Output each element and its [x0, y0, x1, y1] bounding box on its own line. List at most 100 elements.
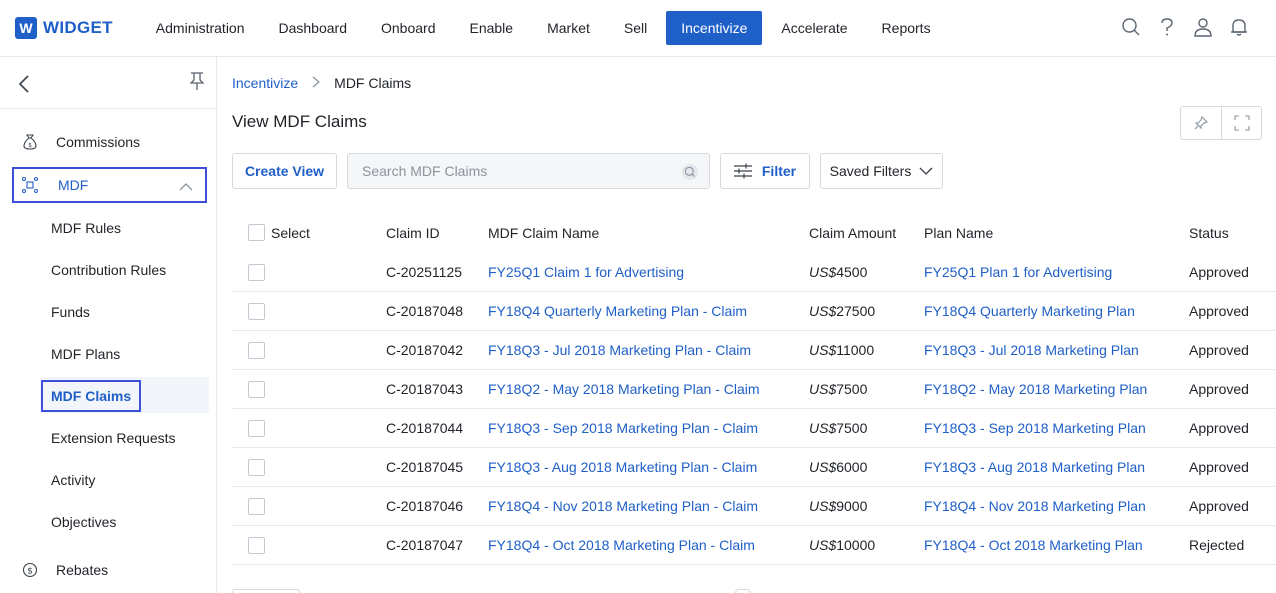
- pagination-indicator[interactable]: [735, 589, 751, 593]
- sidebar-item-mdf-claims[interactable]: MDF Claims: [41, 380, 142, 412]
- search-icon[interactable]: [681, 163, 699, 184]
- currency: US$: [809, 537, 837, 553]
- rebate-icon: $: [22, 562, 38, 578]
- fullscreen-button[interactable]: [1221, 107, 1261, 139]
- claims-table: Select Claim ID MDF Claim Name Claim Amo…: [232, 213, 1276, 565]
- nav-administration[interactable]: Administration: [155, 20, 245, 36]
- status: Approved: [1189, 498, 1249, 514]
- status: Rejected: [1189, 537, 1245, 553]
- sliders-icon: [733, 163, 752, 179]
- status: Approved: [1189, 342, 1249, 358]
- status: Approved: [1189, 420, 1249, 436]
- header-claim-name[interactable]: MDF Claim Name: [488, 225, 600, 241]
- row-checkbox[interactable]: [248, 303, 265, 320]
- sidebar-item-mdf[interactable]: MDF: [12, 167, 207, 203]
- claim-id: C-20187046: [386, 498, 464, 514]
- claim-name-link[interactable]: FY18Q3 - Jul 2018 Marketing Plan - Claim: [488, 342, 751, 358]
- row-checkbox[interactable]: [248, 459, 265, 476]
- row-checkbox[interactable]: [248, 498, 265, 515]
- header-claim-amount[interactable]: Claim Amount: [809, 225, 897, 241]
- claim-name-link[interactable]: FY18Q2 - May 2018 Marketing Plan - Claim: [488, 381, 760, 397]
- create-view-button[interactable]: Create View: [232, 153, 337, 189]
- row-checkbox[interactable]: [248, 342, 265, 359]
- status: Approved: [1189, 264, 1249, 280]
- plan-name-link[interactable]: FY18Q3 - Aug 2018 Marketing Plan: [924, 459, 1146, 475]
- plan-name-link[interactable]: FY18Q3 - Jul 2018 Marketing Plan: [924, 342, 1139, 358]
- pagination-control[interactable]: [232, 589, 300, 593]
- plan-name-link[interactable]: FY18Q4 - Nov 2018 Marketing Plan: [924, 498, 1146, 514]
- claim-id: C-20187047: [386, 537, 464, 553]
- amount-value: 7500: [836, 420, 868, 436]
- nav-dashboard[interactable]: Dashboard: [278, 20, 348, 36]
- currency: US$: [809, 459, 837, 475]
- currency: US$: [809, 420, 837, 436]
- header-plan-name[interactable]: Plan Name: [924, 225, 994, 241]
- sidebar-item-mdf-rules[interactable]: MDF Rules: [51, 220, 122, 236]
- claim-name-link[interactable]: FY18Q3 - Aug 2018 Marketing Plan - Claim: [488, 459, 758, 475]
- claim-id: C-20187048: [386, 303, 464, 319]
- row-checkbox[interactable]: [248, 264, 265, 281]
- row-checkbox[interactable]: [248, 420, 265, 437]
- amount-value: 7500: [836, 381, 868, 397]
- claim-name-link[interactable]: FY18Q4 - Nov 2018 Marketing Plan - Claim: [488, 498, 758, 514]
- nav-enable[interactable]: Enable: [469, 20, 514, 36]
- plan-name-link[interactable]: FY18Q4 Quarterly Marketing Plan: [924, 303, 1135, 319]
- plan-name-link[interactable]: FY18Q2 - May 2018 Marketing Plan: [924, 381, 1148, 397]
- claim-name-link[interactable]: FY18Q4 Quarterly Marketing Plan - Claim: [488, 303, 748, 319]
- plan-name-link[interactable]: FY25Q1 Plan 1 for Advertising: [924, 264, 1113, 280]
- search-icon[interactable]: [1120, 16, 1142, 38]
- select-all-checkbox[interactable]: [248, 224, 265, 241]
- search-input[interactable]: [348, 154, 709, 188]
- saved-filters-label: Saved Filters: [829, 163, 912, 179]
- amount-value: 4500: [836, 264, 868, 280]
- header-claim-id[interactable]: Claim ID: [386, 225, 440, 241]
- filter-button[interactable]: Filter: [720, 153, 810, 189]
- claim-amount: US$9000: [809, 498, 867, 514]
- nav-incentivize[interactable]: Incentivize: [666, 11, 763, 45]
- sidebar-item-label: MDF: [58, 177, 89, 193]
- pin-page-button[interactable]: [1181, 107, 1221, 139]
- claim-name-link[interactable]: FY18Q3 - Sep 2018 Marketing Plan - Claim: [488, 420, 759, 436]
- user-icon[interactable]: [1192, 16, 1214, 38]
- nav-sell[interactable]: Sell: [623, 20, 648, 36]
- table-row: C-20187046 FY18Q4 - Nov 2018 Marketing P…: [232, 487, 1276, 526]
- sidebar-item-contribution-rules[interactable]: Contribution Rules: [51, 262, 167, 278]
- header-status[interactable]: Status: [1189, 225, 1229, 241]
- plan-name-link[interactable]: FY18Q3 - Sep 2018 Marketing Plan: [924, 420, 1146, 436]
- notification-bell-icon[interactable]: [1228, 16, 1250, 38]
- status: Approved: [1189, 381, 1249, 397]
- sidebar-item-extension-requests[interactable]: Extension Requests: [51, 430, 176, 446]
- top-navigation-bar: W WIDGET Administration Dashboard Onboar…: [0, 0, 1276, 57]
- breadcrumb-incentivize[interactable]: Incentivize: [232, 75, 299, 91]
- nav-market[interactable]: Market: [547, 20, 590, 36]
- claim-name-link[interactable]: FY25Q1 Claim 1 for Advertising: [488, 264, 685, 280]
- amount-value: 9000: [836, 498, 868, 514]
- sidebar-item-activity[interactable]: Activity: [51, 472, 96, 488]
- claim-name-link[interactable]: FY18Q4 - Oct 2018 Marketing Plan - Claim: [488, 537, 755, 553]
- row-checkbox[interactable]: [248, 537, 265, 554]
- sidebar-item-label: Rebates: [56, 562, 109, 578]
- app-logo[interactable]: W WIDGET: [15, 17, 113, 39]
- plan-name-link[interactable]: FY18Q4 - Oct 2018 Marketing Plan: [924, 537, 1143, 553]
- sidebar-item-rebates[interactable]: $ Rebates: [0, 558, 216, 582]
- sidebar-item-objectives[interactable]: Objectives: [51, 514, 117, 530]
- nav-accelerate[interactable]: Accelerate: [781, 20, 848, 36]
- sidebar-item-commissions[interactable]: $ Commissions: [0, 130, 216, 154]
- table-row: C-20187047 FY18Q4 - Oct 2018 Marketing P…: [232, 526, 1276, 565]
- nav-reports[interactable]: Reports: [881, 20, 931, 36]
- back-arrow-icon[interactable]: [18, 74, 30, 97]
- amount-value: 6000: [836, 459, 868, 475]
- help-icon[interactable]: [1156, 16, 1178, 38]
- row-checkbox[interactable]: [248, 381, 265, 398]
- sidebar-item-mdf-plans[interactable]: MDF Plans: [51, 346, 121, 362]
- toolbar: Create View Filter Saved Filters: [232, 153, 943, 189]
- sidebar-item-funds[interactable]: Funds: [51, 304, 90, 320]
- table-row: C-20187045 FY18Q3 - Aug 2018 Marketing P…: [232, 448, 1276, 487]
- currency: US$: [809, 342, 837, 358]
- saved-filters-dropdown[interactable]: Saved Filters: [820, 153, 943, 189]
- claim-amount: US$7500: [809, 381, 867, 397]
- pin-icon[interactable]: [189, 71, 205, 94]
- claim-amount: US$7500: [809, 420, 867, 436]
- page-actions: [1180, 106, 1262, 140]
- nav-onboard[interactable]: Onboard: [381, 20, 436, 36]
